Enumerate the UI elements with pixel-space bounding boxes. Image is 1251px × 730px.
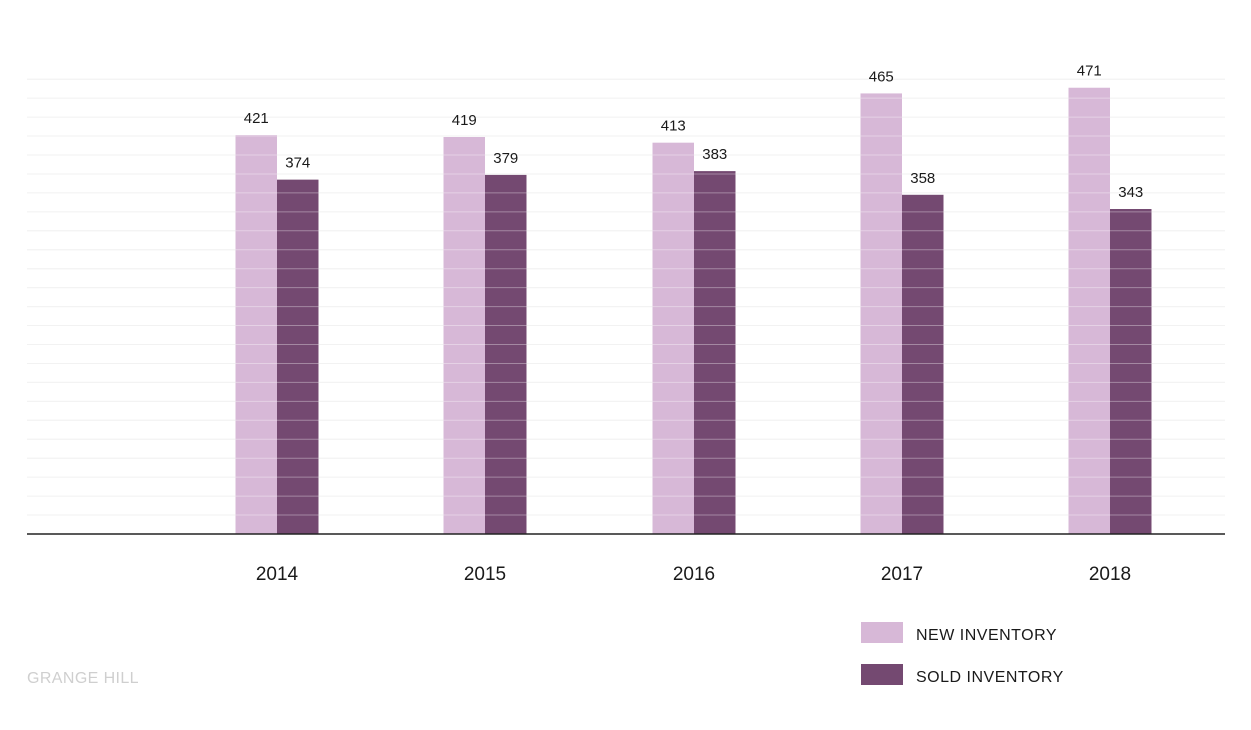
watermark: GRANGE HILL [27,670,139,687]
bar-sold-inventory-2014 [277,179,319,534]
legend-swatch-sold-inventory [861,664,903,685]
legend-label-new-inventory: NEW INVENTORY [916,627,1058,644]
x-tick-label-2018: 2018 [1089,564,1131,585]
x-tick-label-2016: 2016 [673,564,715,585]
legend-label-sold-inventory: SOLD INVENTORY [916,669,1064,686]
bar-new-inventory-2017 [860,93,902,534]
bar-new-inventory-2018 [1068,87,1110,534]
x-tick-label-2015: 2015 [464,564,506,585]
bar-new-inventory-2014 [235,135,277,535]
value-label-new-inventory-2017: 465 [869,68,894,85]
value-label-sold-inventory-2014: 374 [285,155,310,172]
x-tick-label-2014: 2014 [256,564,299,585]
value-label-sold-inventory-2018: 343 [1118,184,1143,201]
bar-new-inventory-2016 [652,142,694,534]
legend-swatch-new-inventory [861,622,903,643]
value-label-sold-inventory-2016: 383 [702,146,727,163]
bar-sold-inventory-2016 [694,171,736,535]
x-tick-label-2017: 2017 [881,564,923,585]
bar-sold-inventory-2018 [1110,209,1152,534]
gridlines [27,78,1225,516]
value-label-new-inventory-2015: 419 [452,112,477,129]
x-tick-labels: 2014 2015 2016 2017 2018 [256,564,1131,585]
bar-sold-inventory-2015 [485,174,527,534]
value-labels: 421 419 413 465 471 374 379 383 358 343 [244,63,1144,201]
value-label-new-inventory-2016: 413 [661,118,686,135]
value-label-new-inventory-2014: 421 [244,110,269,127]
value-label-new-inventory-2018: 471 [1077,63,1102,80]
bar-new-inventory-2015 [443,136,485,534]
bar-sold-inventory-2017 [902,194,944,535]
value-label-sold-inventory-2017: 358 [910,170,935,187]
bars [27,78,1225,535]
value-label-sold-inventory-2015: 379 [493,150,518,167]
